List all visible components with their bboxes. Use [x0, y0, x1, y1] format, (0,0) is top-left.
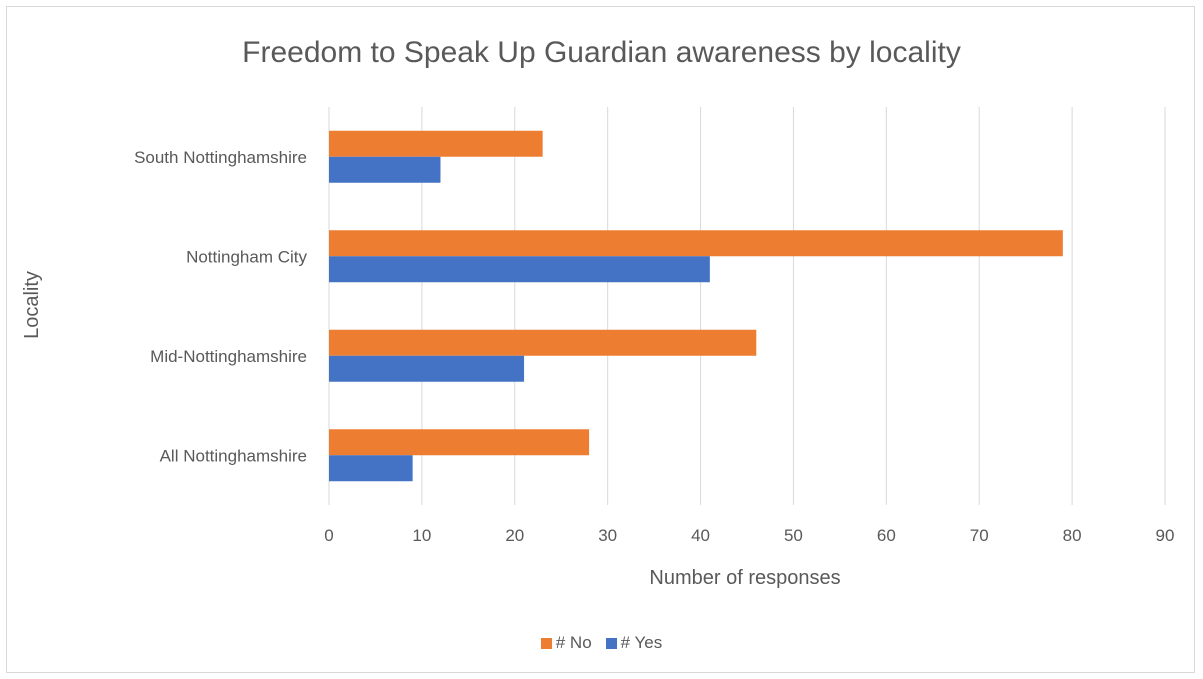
- legend-swatch-yes: [605, 637, 617, 649]
- y-tick-labels: All Nottinghamshire Mid-Nottinghamshire No…: [134, 148, 307, 466]
- bar-yes-nottingham-city: [329, 256, 710, 283]
- y-axis-label: Locality: [21, 271, 43, 339]
- bar-yes-mid-nottinghamshire: [329, 355, 525, 382]
- x-tick-label: 70: [970, 526, 989, 545]
- x-axis-label: Number of responses: [649, 567, 840, 589]
- bar-yes-all-nottinghamshire: [329, 455, 413, 482]
- legend-item-no: # No: [540, 633, 592, 653]
- x-tick-label: 10: [412, 526, 431, 545]
- x-tick-labels: 0 10 20 30 40 50 60 70 80 90: [324, 526, 1174, 545]
- x-tick-label: 20: [505, 526, 524, 545]
- x-tick-label: 0: [324, 526, 333, 545]
- y-tick-label: Mid-Nottinghamshire: [150, 347, 307, 366]
- x-tick-label: 80: [1063, 526, 1082, 545]
- bar-no-south-nottinghamshire: [329, 130, 543, 157]
- bar-yes-south-nottinghamshire: [329, 156, 441, 183]
- x-tick-label: 60: [877, 526, 896, 545]
- bar-no-nottingham-city: [329, 230, 1063, 257]
- legend-swatch-no: [540, 637, 552, 649]
- y-tick-label: All Nottinghamshire: [160, 446, 307, 465]
- legend-label-no: # No: [555, 633, 592, 652]
- bars: [329, 130, 1063, 482]
- x-tick-label: 30: [598, 526, 617, 545]
- y-tick-label: Nottingham City: [186, 247, 307, 266]
- x-tick-label: 40: [691, 526, 710, 545]
- y-tick-label: South Nottinghamshire: [134, 148, 307, 167]
- legend: # No # Yes: [0, 633, 1203, 653]
- legend-label-yes: # Yes: [620, 633, 663, 652]
- chart-title: Freedom to Speak Up Guardian awareness b…: [242, 36, 961, 69]
- bar-no-mid-nottinghamshire: [329, 329, 757, 356]
- legend-item-yes: # Yes: [605, 633, 663, 653]
- x-tick-label: 90: [1156, 526, 1175, 545]
- bar-no-all-nottinghamshire: [329, 429, 590, 456]
- x-tick-label: 50: [784, 526, 803, 545]
